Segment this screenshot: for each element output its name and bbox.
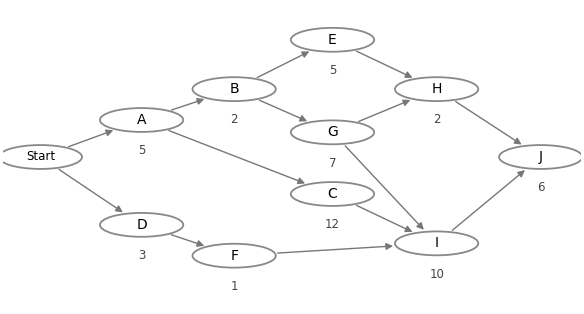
Ellipse shape bbox=[100, 213, 183, 237]
Text: G: G bbox=[327, 125, 338, 139]
Ellipse shape bbox=[291, 182, 374, 206]
Text: 5: 5 bbox=[138, 144, 145, 157]
Ellipse shape bbox=[395, 231, 478, 255]
Text: C: C bbox=[328, 187, 338, 201]
Ellipse shape bbox=[291, 28, 374, 52]
Text: 2: 2 bbox=[231, 113, 238, 127]
Text: B: B bbox=[230, 82, 239, 96]
Text: 2: 2 bbox=[433, 113, 440, 127]
Text: Start: Start bbox=[26, 150, 55, 164]
Ellipse shape bbox=[291, 120, 374, 144]
Text: A: A bbox=[137, 113, 147, 127]
Ellipse shape bbox=[0, 145, 82, 169]
Text: F: F bbox=[230, 249, 238, 263]
Text: H: H bbox=[432, 82, 442, 96]
Ellipse shape bbox=[193, 77, 276, 101]
Ellipse shape bbox=[193, 244, 276, 268]
Text: 10: 10 bbox=[429, 268, 444, 281]
Text: 1: 1 bbox=[231, 280, 238, 293]
Text: 12: 12 bbox=[325, 218, 340, 231]
Text: 3: 3 bbox=[138, 249, 145, 262]
Text: I: I bbox=[434, 236, 439, 250]
Ellipse shape bbox=[499, 145, 582, 169]
Text: 5: 5 bbox=[329, 64, 336, 77]
Ellipse shape bbox=[395, 77, 478, 101]
Text: J: J bbox=[538, 150, 543, 164]
Text: E: E bbox=[328, 33, 337, 47]
Text: 7: 7 bbox=[329, 157, 336, 170]
Ellipse shape bbox=[100, 108, 183, 132]
Text: D: D bbox=[136, 218, 147, 232]
Text: 6: 6 bbox=[537, 181, 544, 194]
